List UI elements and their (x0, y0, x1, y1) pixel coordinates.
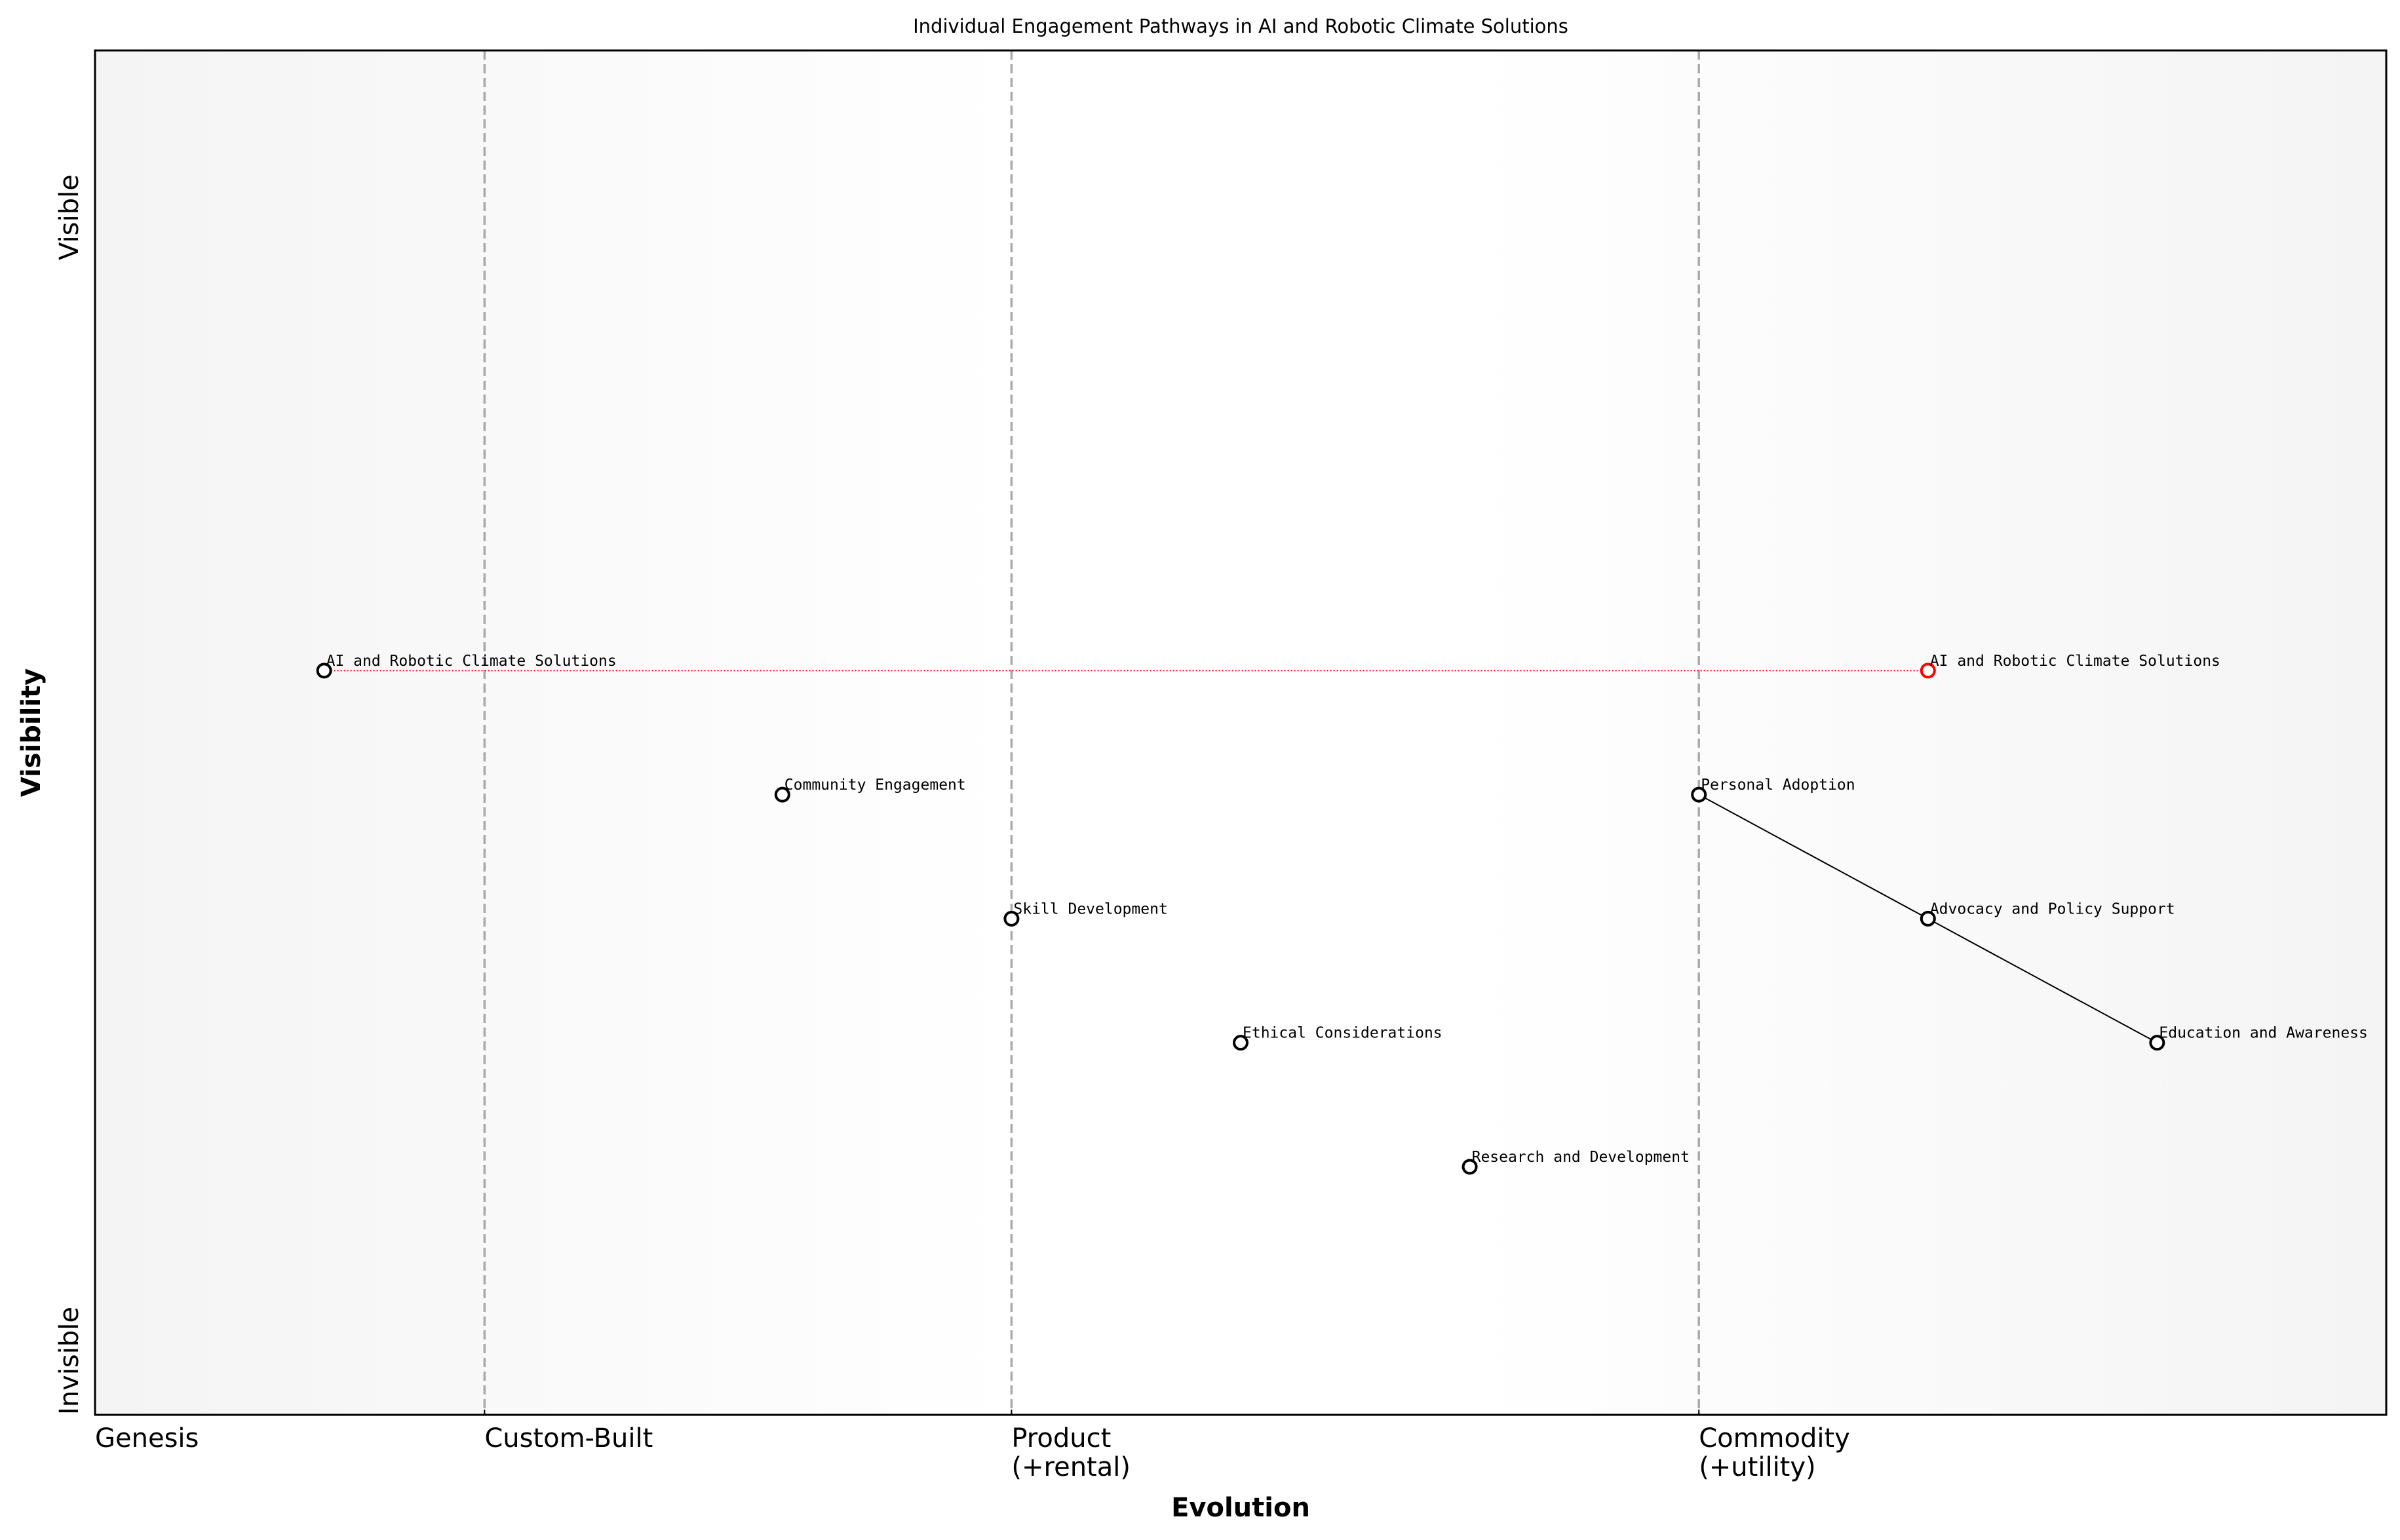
component (1691, 786, 1707, 803)
component (1233, 1035, 1248, 1051)
component-label: Education and Awareness (2159, 1025, 2368, 1042)
plot-background (95, 50, 2386, 1415)
component-label: Research and Development (1472, 1149, 1690, 1166)
component (1003, 910, 1020, 927)
plot-frame (94, 49, 2388, 1416)
component-label: Ethical Considerations (1243, 1025, 1442, 1042)
component-label: AI and Robotic Climate Solutions (326, 653, 617, 670)
component (1920, 910, 1936, 927)
component-label: Community Engagement (784, 777, 966, 794)
evolved-label: AI and Robotic Climate Solutions (1930, 653, 2220, 670)
x-axis-label: Evolution (1171, 1493, 1310, 1523)
stage-label: Custom-Built (484, 1423, 653, 1453)
chart-title: Individual Engagement Pathways in AI and… (913, 15, 1568, 37)
component-label: Personal Adoption (1701, 777, 1855, 794)
y-axis-label: Visibility (16, 668, 47, 797)
stage-label: Commodity (+utility) (1699, 1423, 1850, 1482)
stage-label: Product (+rental) (1011, 1423, 1131, 1482)
component (774, 786, 790, 803)
stage-label: Genesis (95, 1423, 199, 1453)
component (1461, 1159, 1478, 1175)
visibility-label: Visible (54, 174, 85, 260)
component-label: Advocacy and Policy Support (1930, 900, 2175, 917)
evolved-component (1920, 663, 1936, 679)
component-label: Skill Development (1013, 900, 1167, 917)
component (316, 663, 332, 679)
link (1698, 794, 1929, 919)
component (2149, 1035, 2165, 1051)
visibility-label: Invisible (54, 1307, 85, 1415)
link (1927, 918, 2158, 1044)
